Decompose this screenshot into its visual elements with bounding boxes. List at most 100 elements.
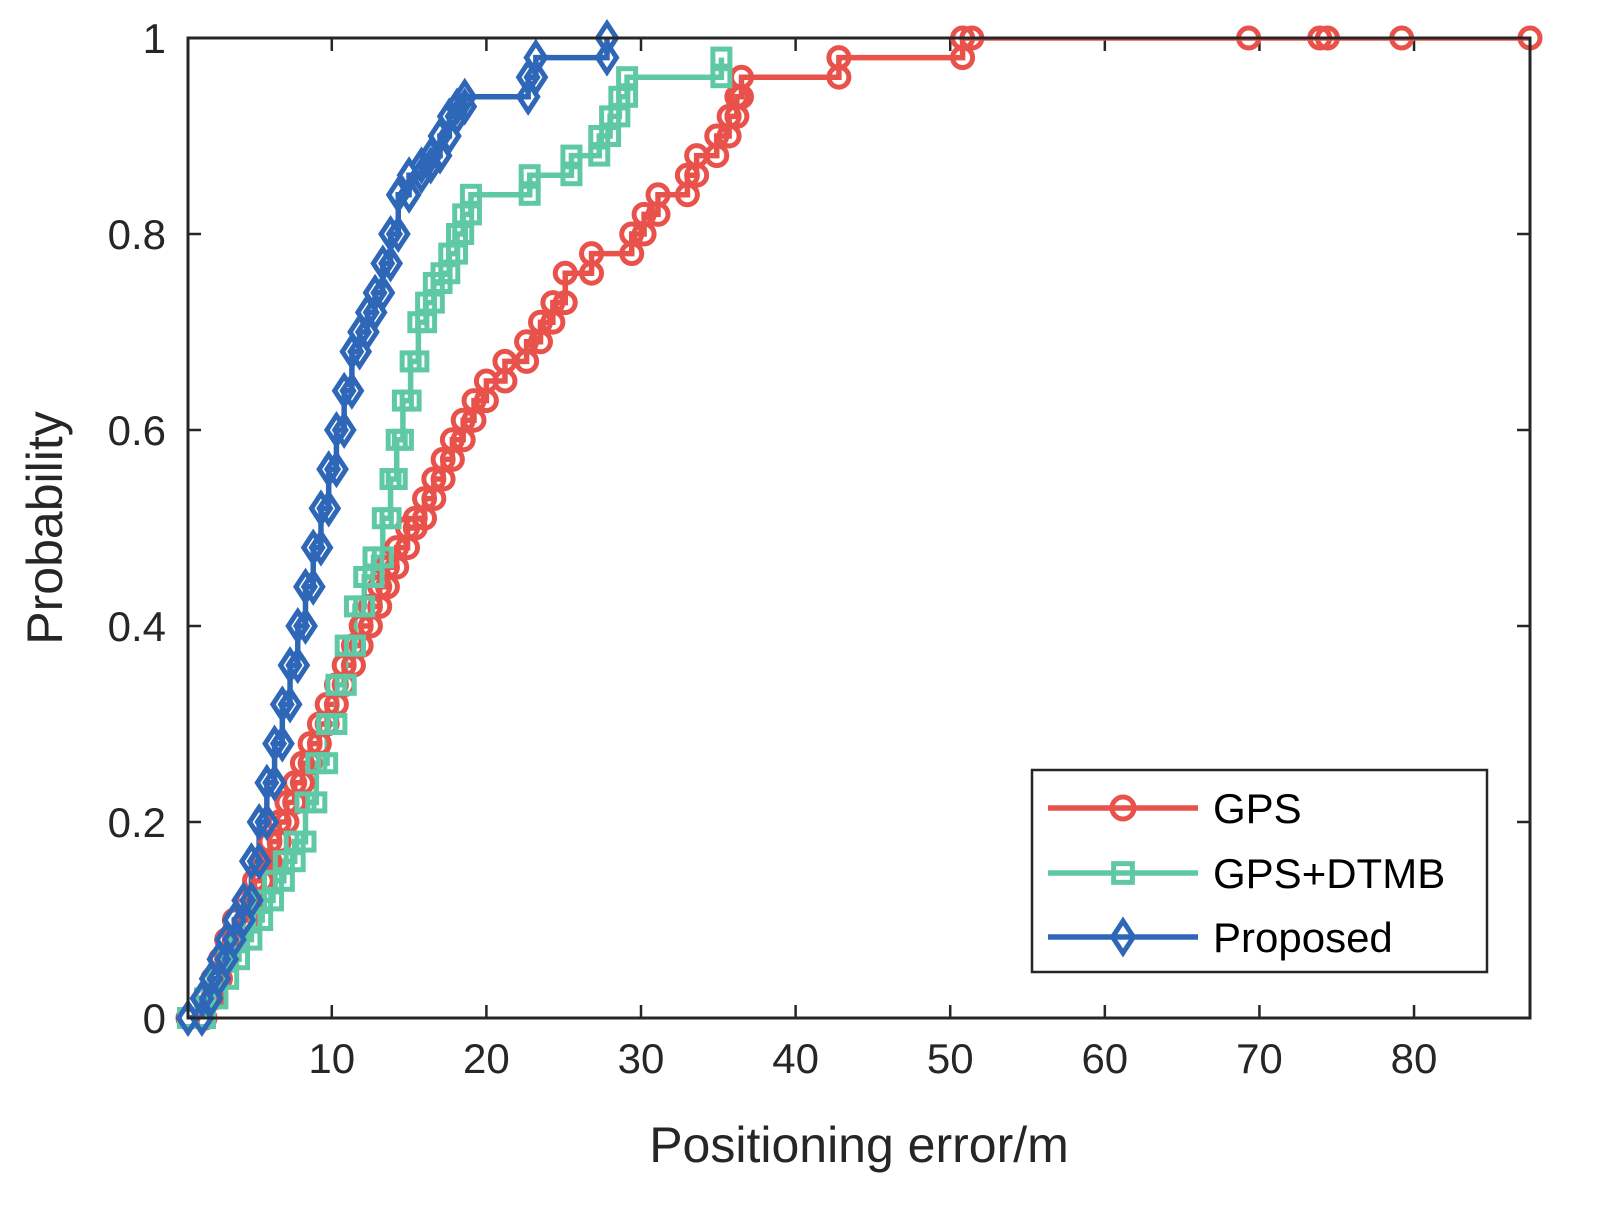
data-point-gps-dtmb [316,752,339,775]
legend-marker-gps [1109,794,1137,822]
data-point-proposed [262,763,288,802]
data-point-gps [950,45,976,71]
x-tick-label: 20 [463,1035,510,1082]
x-tick-label: 60 [1081,1035,1128,1082]
data-point-proposed [427,116,453,156]
data-point-proposed [238,881,264,920]
data-point-gps-dtmb [362,566,385,588]
legend-label-gps: GPS [1213,785,1302,832]
data-point-gps-dtmb [710,66,733,89]
y-tick-label: 1 [143,15,166,62]
y-tick-label: 0.8 [108,211,166,258]
legend-marker-gps-dtmb [1111,861,1135,885]
data-point-gps-dtmb [438,262,461,285]
data-point-proposed [293,606,318,646]
data-point-gps [631,221,657,247]
data-point-gps [704,143,730,169]
data-point-proposed [323,410,349,450]
legend-label-gps-dtmb: GPS+DTMB [1213,850,1445,897]
data-point-gps-dtmb [353,595,376,618]
data-point-gps-dtmb [452,223,475,245]
data-point-proposed [221,920,247,959]
data-point-proposed [418,136,444,175]
data-point-gps [528,329,554,355]
data-point-gps-dtmb [616,85,639,108]
data-point-gps [684,162,710,188]
data-point-proposed [427,136,453,175]
data-point-proposed [221,900,247,940]
data-point-proposed [523,38,549,77]
data-point-gps-dtmb [294,830,317,853]
data-point-gps [552,260,578,286]
data-point-proposed [231,881,257,920]
data-point-proposed [246,802,272,842]
data-point-gps [619,241,645,267]
data-point-gps-dtmb [459,183,482,206]
data-point-gps [402,505,428,531]
data-point-proposed [189,998,215,1038]
data-point-proposed [331,371,357,410]
data-point-gps-dtmb [407,350,430,373]
data-point-gps-dtmb [385,468,408,490]
data-point-proposed [408,146,434,185]
data-point-gps-dtmb [283,850,306,873]
data-point-proposed [594,38,620,77]
y-tick-label: 0.6 [108,407,166,454]
data-point-gps-dtmb [710,46,733,69]
data-point-gps-dtmb [371,546,394,569]
data-point-proposed [444,87,470,126]
data-point-gps-dtmb [616,66,639,89]
data-point-proposed [418,146,444,185]
data-point-proposed [385,214,411,254]
data-point-proposed [452,87,478,126]
data-point-proposed [308,528,334,567]
data-point-gps [514,348,540,374]
legend-entry-proposed: Proposed [1048,914,1393,961]
data-point-gps-dtmb [560,164,583,187]
legend-entry-gps-dtmb: GPS+DTMB [1048,850,1445,897]
data-point-proposed [316,450,342,489]
data-point-gps [461,407,487,433]
data-point-proposed [262,724,288,763]
plot-frame [186,36,1532,1020]
data-point-gps [552,290,578,316]
data-point-gps-dtmb [518,183,541,206]
data-point-gps [579,260,605,286]
data-point-gps [473,388,499,414]
x-axis-label: Positioning error/m [649,1117,1069,1173]
data-point-gps-dtmb [262,889,285,912]
data-point-proposed [396,175,422,214]
data-point-proposed [189,979,215,1018]
x-tick-label: 70 [1236,1035,1283,1082]
data-point-gps-dtmb [305,791,328,814]
data-point-proposed [331,410,357,450]
legend: GPS GPS+DTMB Proposed [1030,768,1489,974]
data-point-gps-dtmb [334,673,357,696]
data-point-gps-dtmb [599,125,622,147]
data-point-proposed [300,528,326,567]
data-point-proposed [238,842,264,881]
data-point-gps [492,368,518,394]
data-point-gps-dtmb [379,507,402,530]
data-point-proposed [269,685,295,724]
data-point-proposed [339,371,365,410]
data-point-proposed [285,646,311,685]
data-point-gps-dtmb [415,311,438,334]
data-point-gps [430,466,456,492]
data-point-proposed [378,244,404,283]
data-point-proposed [285,606,311,646]
legend-marker-proposed [1109,916,1137,958]
data-point-proposed [308,489,334,528]
data-point-gps-dtmb [272,869,295,892]
data-point-gps-dtmb [343,634,366,657]
data-point-gps-dtmb [446,242,469,265]
data-point-proposed [362,273,388,312]
data-point-gps [421,486,447,512]
y-tick-label: 0.4 [108,603,166,650]
data-point-gps-dtmb [518,164,541,187]
data-point-gps-dtmb [422,291,445,314]
data-point-gps [540,309,566,335]
data-point-proposed [269,724,295,763]
